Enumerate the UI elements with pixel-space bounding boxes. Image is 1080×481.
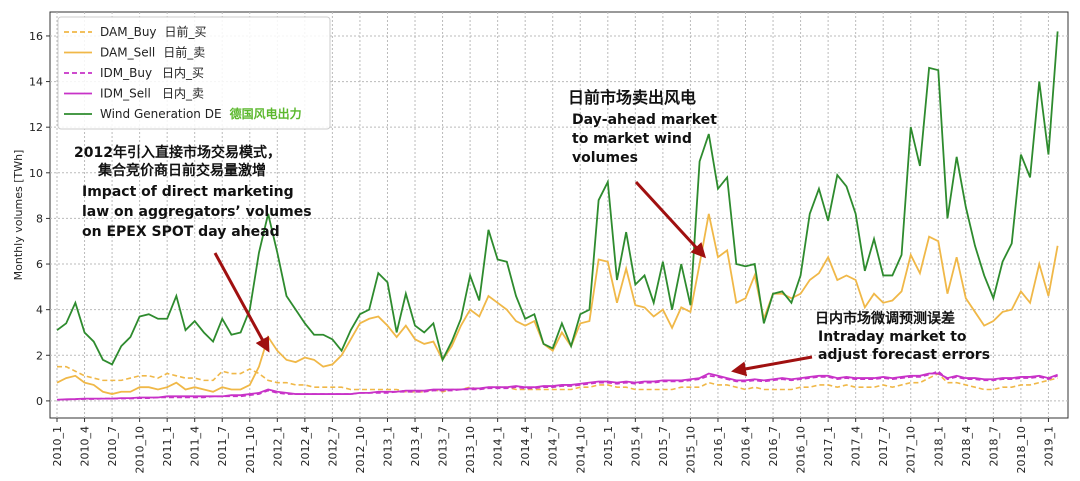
legend-label-cn: 日前_卖 — [163, 45, 205, 60]
x-tick-label: 2014_10 — [574, 426, 587, 474]
annotation-text: law on aggregators’ volumes — [82, 204, 312, 220]
annotation-cn: 2012年引入直接市场交易模式， — [74, 144, 281, 161]
y-tick-label: 8 — [36, 212, 43, 225]
x-tick-label: 2017_1 — [822, 426, 835, 467]
y-tick-label: 2 — [36, 349, 43, 362]
x-tick-label: 2015_1 — [602, 426, 615, 467]
annotation-text: to market wind — [572, 131, 692, 147]
x-tick-label: 2016_4 — [740, 426, 753, 467]
x-tick-label: 2015_10 — [684, 426, 697, 474]
x-tick-label: 2014_1 — [492, 426, 505, 467]
series-line — [56, 213, 1059, 395]
x-tick-label: 2011_7 — [216, 426, 229, 467]
annotation-arrow — [213, 252, 270, 353]
x-tick-label: 2010_7 — [106, 426, 119, 467]
annotation-text: volumes — [572, 150, 638, 166]
annotation-cn: 日内市场微调预测误差 — [815, 310, 955, 327]
annotation-text: adjust forecast errors — [818, 347, 990, 363]
x-tick-label: 2018_10 — [1015, 426, 1028, 474]
legend-label-cn: 日内_买 — [162, 66, 204, 80]
y-tick-label: 6 — [36, 258, 43, 271]
annotation-text: Intraday market to — [818, 329, 967, 345]
legend-label: IDM_Sell — [100, 87, 151, 101]
x-tick-label: 2016_7 — [767, 426, 780, 467]
y-tick-label: 14 — [29, 76, 43, 89]
x-tick-label: 2017_7 — [877, 426, 890, 467]
annotation-text: on EPEX SPOT day ahead — [82, 224, 280, 240]
x-tick-label: 2012_7 — [326, 426, 339, 467]
series-line — [56, 372, 1058, 401]
y-tick-label: 0 — [36, 395, 43, 408]
x-tick-label: 2011_4 — [189, 426, 202, 467]
annotation-arrow — [634, 180, 707, 259]
annotation-cn: 日前市场卖出风电 — [568, 88, 696, 107]
x-tick-label: 2010_1 — [51, 426, 64, 467]
x-tick-label: 2013_4 — [409, 426, 422, 467]
x-tick-label: 2014_7 — [547, 426, 560, 467]
y-tick-label: 4 — [36, 304, 43, 317]
legend-label-cn: 日前_买 — [165, 24, 207, 39]
x-tick-label: 2015_4 — [629, 426, 642, 467]
legend-label-cn: 德国风电出力 — [230, 106, 302, 121]
series-line — [56, 31, 1059, 366]
y-axis-label: Monthly volumes [TWh] — [12, 150, 25, 281]
legend-label: Wind Generation DE — [100, 107, 222, 121]
legend-box — [57, 16, 331, 130]
legend-label-cn: 日内_卖 — [162, 87, 204, 101]
x-tick-label: 2010_10 — [134, 426, 147, 474]
plot-frame — [49, 11, 1069, 419]
x-tick-label: 2018_4 — [960, 426, 973, 467]
y-tick-label: 12 — [29, 121, 43, 134]
x-tick-label: 2015_7 — [657, 426, 670, 467]
x-tick-label: 2011_1 — [161, 426, 174, 467]
x-tick-label: 2012_10 — [354, 426, 367, 474]
x-tick-label: 2013_10 — [464, 426, 477, 474]
legend-label: IDM_Buy — [100, 66, 152, 80]
annotation-text: Impact of direct marketing — [82, 184, 294, 200]
x-tick-label: 2013_7 — [437, 426, 450, 467]
x-tick-label: 2013_1 — [381, 426, 394, 467]
x-tick-label: 2014_4 — [519, 426, 532, 467]
x-tick-label: 2016_10 — [795, 426, 808, 474]
legend-label: DAM_Sell — [100, 46, 155, 60]
x-tick-label: 2012_1 — [271, 426, 284, 467]
series-line — [57, 365, 1058, 393]
y-tick-label: 16 — [29, 30, 43, 43]
x-tick-label: 2012_4 — [299, 426, 312, 467]
annotation-text: Day-ahead market — [572, 112, 717, 128]
x-tick-label: 2018_7 — [987, 426, 1000, 467]
x-tick-label: 2019_1 — [1042, 426, 1055, 467]
x-tick-label: 2017_10 — [905, 426, 918, 474]
y-tick-label: 10 — [29, 167, 43, 180]
x-tick-label: 2017_4 — [850, 426, 863, 467]
x-tick-label: 2018_1 — [932, 426, 945, 467]
x-tick-label: 2016_1 — [712, 426, 725, 467]
annotation-arrow — [731, 355, 813, 377]
legend-label: DAM_Buy — [100, 25, 157, 39]
x-tick-label: 2010_4 — [79, 426, 92, 467]
annotation-cn: 集合竞价商日前交易量激增 — [97, 162, 266, 179]
x-tick-label: 2011_10 — [244, 426, 257, 474]
